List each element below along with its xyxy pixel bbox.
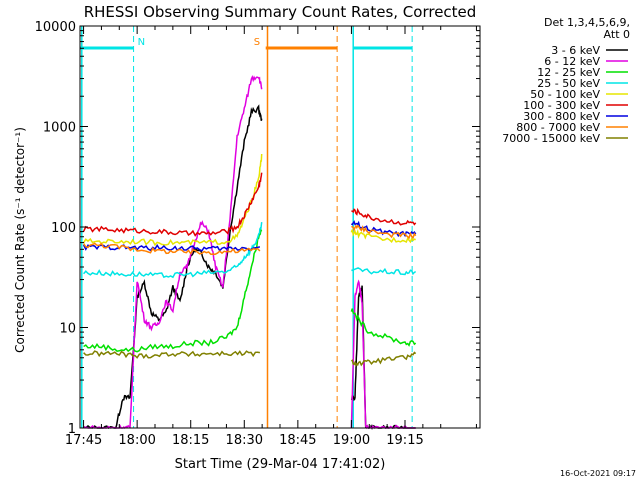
y-tick-label-1: 10 <box>59 322 76 337</box>
legend-label-5: 50 - 100 keV <box>530 88 600 101</box>
x-tick-label-4: 18:45 <box>279 433 316 448</box>
series-line-6 <box>82 172 417 237</box>
y-tick-label-0: 1 <box>68 422 76 437</box>
plot-layer: N S 1 10 100 1000 10000 17:45 18:00 18:15 18:30 18:… <box>35 20 481 448</box>
series-line-3 <box>83 227 417 353</box>
legend-label-2: 6 - 12 keV <box>544 55 600 68</box>
x-tick-label-6: 19:15 <box>386 433 423 448</box>
x-tick-label-3: 18:30 <box>226 433 263 448</box>
x-tick-label-0: 17:45 <box>65 433 102 448</box>
y-tick-label-2: 100 <box>51 221 76 236</box>
legend-label-7: 300 - 800 keV <box>523 110 600 123</box>
marker-label-S: S <box>254 37 260 48</box>
legend-label-8: 800 - 7000 keV <box>516 121 600 134</box>
x-tick-label-2: 18:15 <box>172 433 209 448</box>
y-tick-label-3: 1000 <box>43 121 76 136</box>
series-line-8 <box>82 224 417 255</box>
chart-title: RHESSI Observing Summary Count Rates, Co… <box>84 3 477 21</box>
y-axis-label: Corrected Count Rate (s⁻¹ detector⁻¹) <box>13 127 27 353</box>
y-tick-label-4: 10000 <box>35 20 76 35</box>
series-line-2 <box>83 75 416 430</box>
series-line-4 <box>83 222 417 279</box>
marker-label-N: N <box>138 37 145 48</box>
legend-label-9: 7000 - 15000 keV <box>502 132 600 145</box>
legend-label-6: 100 - 300 keV <box>523 99 600 112</box>
series-line-9 <box>83 350 417 367</box>
legend-title-line-1: Det 1,3,4,5,6,9, <box>544 16 630 29</box>
legend-label-3: 12 - 25 keV <box>537 66 600 79</box>
series-line-7 <box>82 220 417 252</box>
legend-label-4: 25 - 50 keV <box>537 77 600 90</box>
footer-date: 16-Oct-2021 09:17 <box>560 469 636 478</box>
x-tick-label-1: 18:00 <box>118 433 155 448</box>
x-tick-label-5: 19:00 <box>333 433 370 448</box>
legend-label-1: 3 - 6 keV <box>551 44 600 57</box>
legend-title-line-2: Att 0 <box>604 28 630 41</box>
x-axis-label: Start Time (29-Mar-04 17:41:02) <box>175 457 386 472</box>
